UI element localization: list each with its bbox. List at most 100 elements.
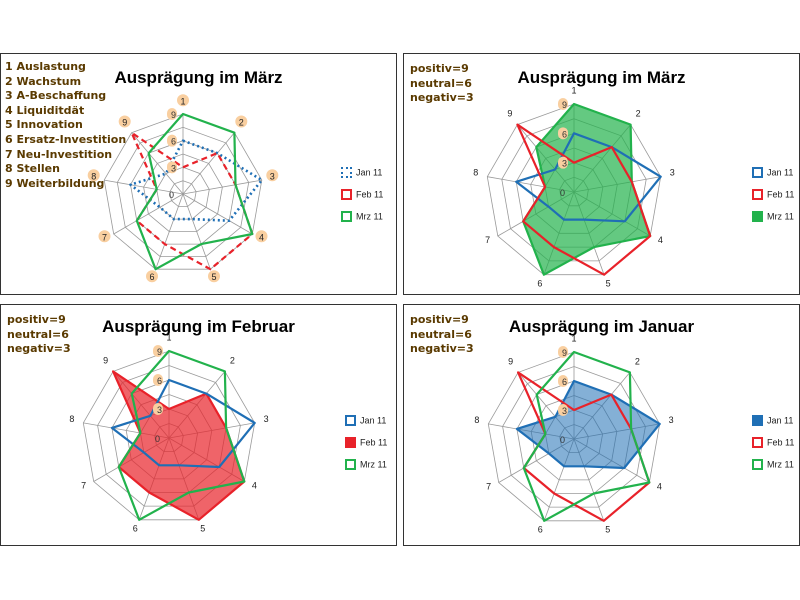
category-badge bbox=[235, 115, 248, 128]
legend-label: Mrz 11 bbox=[360, 459, 387, 470]
category-label: 5 bbox=[605, 525, 610, 535]
chart-title: Ausprägung im Januar bbox=[508, 317, 695, 336]
category-label: 9 bbox=[507, 109, 512, 119]
category-legend-item: 5 Innovation bbox=[5, 118, 83, 132]
radial-tick-label: 9 bbox=[562, 348, 567, 358]
radial-tick-label: 0 bbox=[560, 188, 565, 198]
radial-tick-label: 6 bbox=[171, 137, 176, 147]
category-legend-item: 4 Liquiditdät bbox=[5, 103, 85, 117]
series-feb-11 bbox=[111, 370, 246, 521]
category-label: 1 bbox=[166, 332, 171, 342]
category-label: 9 bbox=[122, 118, 127, 128]
category-label: 8 bbox=[473, 168, 478, 178]
series-feb-11 bbox=[516, 123, 652, 276]
category-label: 6 bbox=[149, 272, 154, 282]
category-label: 5 bbox=[606, 279, 611, 289]
category-badge bbox=[146, 270, 158, 283]
category-legend-item: 2 Wachstum bbox=[5, 74, 82, 88]
series-mrz-11 bbox=[117, 349, 246, 521]
legend-label: Feb 11 bbox=[360, 437, 388, 448]
legend-item-feb-11: Feb 11 bbox=[345, 437, 388, 449]
legend-item-feb-11: Feb 11 bbox=[341, 189, 383, 201]
legend-swatch bbox=[345, 459, 356, 471]
legend-item-mrz-11: Mrz 11 bbox=[752, 459, 794, 471]
legend-item-jan-11: Jan 11 bbox=[752, 167, 793, 179]
category-badge bbox=[98, 230, 111, 243]
chart-title: Ausprägung im März bbox=[517, 68, 686, 87]
grid-ring bbox=[501, 118, 647, 262]
scale-info: positiv=9 neutral=6 negativ=3 bbox=[410, 62, 474, 106]
category-label: 5 bbox=[200, 524, 205, 534]
category-label: 4 bbox=[657, 481, 662, 491]
category-label: 7 bbox=[81, 480, 86, 490]
tick-badge bbox=[167, 108, 177, 120]
category-label: 5 bbox=[211, 272, 216, 282]
tick-badge bbox=[153, 345, 163, 357]
tick-badge bbox=[153, 374, 163, 386]
chart-title: Ausprägung im Februar bbox=[102, 317, 295, 336]
scale-info-item: negativ=3 bbox=[7, 342, 71, 356]
chart-panel-februar: Ausprägung im Februar positiv=9 neutral=… bbox=[0, 304, 397, 546]
category-label: 1 bbox=[180, 96, 185, 106]
category-badge bbox=[177, 94, 189, 107]
tick-badge bbox=[153, 403, 163, 415]
series-mrz-11 bbox=[522, 102, 652, 276]
scale-info: positiv=9 neutral=6 negativ=3 bbox=[410, 313, 474, 357]
radial-tick-label: 3 bbox=[562, 159, 567, 169]
grid-ring bbox=[487, 351, 661, 522]
legend-item-mrz-11: Mrz 11 bbox=[341, 211, 383, 223]
category-label: 4 bbox=[259, 232, 264, 242]
radial-tick-label: 0 bbox=[169, 190, 174, 200]
category-badge bbox=[118, 115, 131, 128]
grid-spoke bbox=[113, 193, 184, 235]
chart-panel-maerz-lines: Ausprägung im März 1 Auslastung 2 Wachst… bbox=[0, 53, 397, 295]
category-label: 3 bbox=[270, 171, 275, 181]
category-legend-item: 9 Weiterbildung bbox=[5, 176, 105, 190]
category-label: 4 bbox=[658, 235, 663, 245]
radial-tick-label: 9 bbox=[171, 110, 176, 120]
category-label: 3 bbox=[669, 415, 674, 425]
radial-tick-label: 0 bbox=[155, 434, 160, 444]
chart-panel-januar: Ausprägung im Januar positiv=9 neutral=6… bbox=[403, 304, 800, 546]
grid-spoke bbox=[155, 193, 184, 270]
radial-tick-label: 3 bbox=[171, 163, 176, 173]
radial-tick-label: 9 bbox=[562, 100, 567, 110]
grid-ring bbox=[486, 103, 662, 276]
legend-label: Jan 11 bbox=[360, 415, 387, 426]
tick-badge bbox=[558, 404, 568, 416]
grid-spoke bbox=[182, 179, 262, 195]
scale-info: positiv=9 neutral=6 negativ=3 bbox=[7, 313, 71, 357]
grid-ring bbox=[116, 126, 250, 258]
radial-tick-label: 3 bbox=[157, 405, 162, 415]
series-jan-11 bbox=[515, 132, 662, 223]
legend-label: Mrz 11 bbox=[767, 459, 794, 470]
legend-swatch bbox=[341, 189, 352, 201]
legend-item-mrz-11: Mrz 11 bbox=[752, 211, 794, 223]
scale-info-item: neutral=6 bbox=[410, 76, 472, 90]
scale-info-item: positiv=9 bbox=[7, 313, 66, 326]
series-feb-11 bbox=[516, 371, 651, 522]
series-mrz-11 bbox=[135, 112, 254, 271]
category-label: 3 bbox=[670, 168, 675, 178]
category-label: 8 bbox=[69, 414, 74, 424]
grid-ring bbox=[103, 113, 263, 270]
scale-info-item: negativ=3 bbox=[410, 342, 474, 356]
scale-info-item: neutral=6 bbox=[410, 327, 472, 341]
legend-label: Mrz 11 bbox=[356, 211, 383, 222]
tick-badge bbox=[558, 156, 568, 169]
category-label: 9 bbox=[508, 357, 513, 367]
legend-swatch bbox=[752, 167, 763, 179]
scale-info-item: positiv=9 bbox=[410, 313, 469, 326]
category-badge bbox=[255, 230, 268, 243]
radial-tick-label: 6 bbox=[157, 376, 162, 386]
legend-label: Mrz 11 bbox=[767, 211, 794, 222]
legend-swatch bbox=[341, 167, 352, 179]
category-label: 1 bbox=[571, 85, 576, 95]
category-legend: 1 Auslastung 2 Wachstum 3 A-Beschaffung … bbox=[5, 60, 126, 191]
tick-badge bbox=[558, 127, 568, 140]
legend-swatch bbox=[752, 211, 763, 223]
legend-swatch bbox=[345, 415, 356, 427]
category-label: 7 bbox=[486, 481, 491, 491]
